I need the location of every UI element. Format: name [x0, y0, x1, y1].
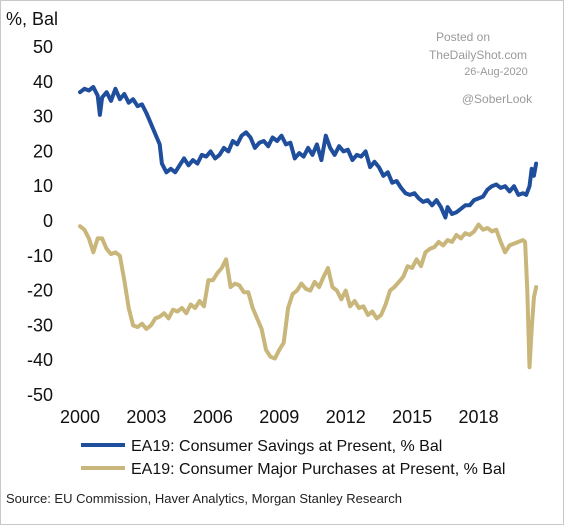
- y-tick-label: -10: [27, 246, 53, 266]
- y-tick-label: 50: [33, 37, 53, 57]
- y-tick-label: 20: [33, 141, 53, 161]
- watermark-date: 26-Aug-2020: [464, 66, 528, 78]
- source-note: Source: EU Commission, Haver Analytics, …: [6, 491, 402, 506]
- y-tick-label: 30: [33, 107, 53, 127]
- y-tick-label: -30: [27, 315, 53, 335]
- x-tick-label: 2006: [193, 407, 233, 427]
- x-tick-label: 2003: [126, 407, 166, 427]
- x-tick-label: 2009: [259, 407, 299, 427]
- x-tick-label: 2018: [459, 407, 499, 427]
- y-tick-label: 0: [43, 211, 53, 231]
- legend-label-major-purchases: EA19: Consumer Major Purchases at Presen…: [131, 461, 505, 478]
- y-axis-ticks: 50 40 30 20 10 0 -10 -20 -30 -40 -50: [27, 37, 53, 405]
- watermark-site: TheDailyShot.com: [429, 48, 527, 62]
- x-axis-ticks: 2000 2003 2006 2009 2012 2015 2018: [60, 407, 499, 427]
- y-axis-unit-label: %, Bal: [6, 9, 58, 29]
- y-tick-label: 40: [33, 72, 53, 92]
- y-tick-label: -20: [27, 281, 53, 301]
- legend-label-savings: EA19: Consumer Savings at Present, % Bal: [131, 438, 442, 455]
- y-tick-label: -40: [27, 350, 53, 370]
- y-tick-label: 10: [33, 176, 53, 196]
- y-tick-label: -50: [27, 385, 53, 405]
- x-tick-label: 2015: [392, 407, 432, 427]
- x-tick-label: 2012: [326, 407, 366, 427]
- x-tick-label: 2000: [60, 407, 100, 427]
- series-line-major-purchases: [78, 222, 539, 370]
- watermark-handle: @SoberLook: [462, 92, 533, 106]
- series-lines: [78, 85, 539, 370]
- watermark-posted-on: Posted on: [436, 30, 490, 44]
- series-line-savings: [78, 85, 539, 220]
- legend: EA19: Consumer Savings at Present, % Bal…: [81, 438, 505, 478]
